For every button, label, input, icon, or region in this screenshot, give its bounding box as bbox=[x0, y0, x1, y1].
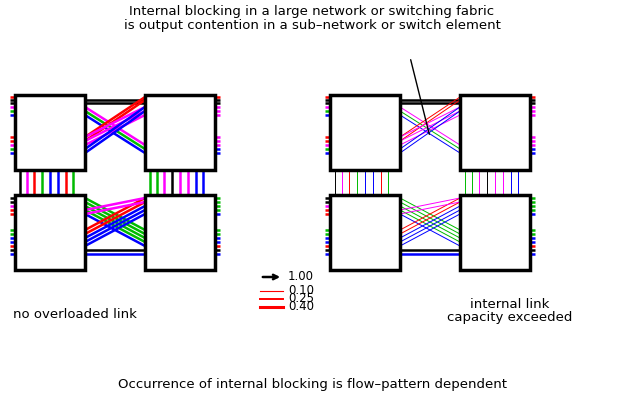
Text: is output contention in a sub–network or switch element: is output contention in a sub–network or… bbox=[124, 19, 501, 32]
Text: Internal blocking in a large network or switching fabric: Internal blocking in a large network or … bbox=[129, 5, 494, 18]
Text: 0.40: 0.40 bbox=[288, 301, 314, 314]
Text: 1.00: 1.00 bbox=[288, 270, 314, 284]
Bar bbox=[15, 195, 85, 270]
Text: internal link: internal link bbox=[471, 298, 550, 311]
Text: Occurrence of internal blocking is flow–pattern dependent: Occurrence of internal blocking is flow–… bbox=[118, 378, 506, 391]
Bar bbox=[330, 195, 400, 270]
Bar bbox=[330, 95, 400, 170]
Text: capacity exceeded: capacity exceeded bbox=[448, 311, 572, 324]
Text: 0.25: 0.25 bbox=[288, 293, 314, 305]
Bar bbox=[460, 95, 530, 170]
Bar bbox=[460, 195, 530, 270]
Bar bbox=[15, 95, 85, 170]
Text: no overloaded link: no overloaded link bbox=[13, 308, 137, 321]
Bar bbox=[145, 195, 215, 270]
Bar bbox=[145, 95, 215, 170]
Text: 0.10: 0.10 bbox=[288, 284, 314, 297]
